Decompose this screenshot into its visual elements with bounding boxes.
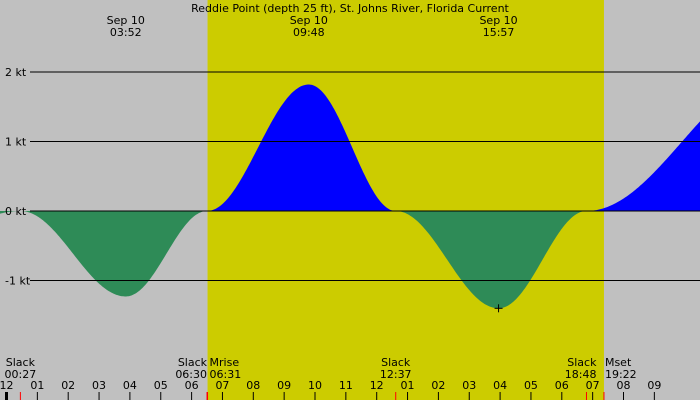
extreme-time-label: 09:48 [293, 26, 325, 39]
y-tick-label: -1 kt [5, 275, 31, 288]
ebb-current-area [0, 211, 700, 309]
event-time-label: 06:31 [210, 368, 242, 381]
event-name-label: Slack [567, 356, 597, 369]
gridlines [30, 71, 700, 281]
hour-label: 02 [431, 379, 445, 392]
hour-label: 12 [370, 379, 384, 392]
event-name-label: Slack [178, 356, 208, 369]
midnight-marker [5, 392, 8, 400]
flood-current-area [0, 84, 700, 211]
event-name-label: Slack [6, 356, 36, 369]
y-tick-label: 2 kt [5, 66, 27, 79]
hour-label: 04 [123, 379, 137, 392]
hour-label: 09 [647, 379, 661, 392]
hour-label: 10 [308, 379, 322, 392]
hour-label: 02 [61, 379, 75, 392]
hour-label: 05 [154, 379, 168, 392]
hour-label: 11 [339, 379, 353, 392]
hour-label: 01 [30, 379, 44, 392]
event-time-label: 18:48 [565, 368, 597, 381]
hour-label: 08 [617, 379, 631, 392]
event-time-label: 12:37 [380, 368, 412, 381]
event-time-label: 06:30 [175, 368, 207, 381]
hour-label: 07 [586, 379, 600, 392]
hour-label: 06 [185, 379, 199, 392]
hour-label: 04 [493, 379, 507, 392]
extreme-time-label: 03:52 [110, 26, 142, 39]
time-axis: 1112010203040506070809101112010203040506… [0, 379, 661, 400]
event-name-label: Mrise [210, 356, 240, 369]
extreme-date-label: Sep 10 [479, 14, 517, 27]
event-name-label: Mset [605, 356, 632, 369]
y-axis-labels: 2 kt 1 kt 0 kt -1 kt [5, 66, 31, 288]
extreme-date-label: Sep 10 [107, 14, 145, 27]
hour-label: 12 [0, 379, 14, 392]
extreme-time-label: 15:57 [483, 26, 515, 39]
extreme-date-label: Sep 10 [290, 14, 328, 27]
hour-label: 05 [524, 379, 538, 392]
hour-label: 03 [462, 379, 476, 392]
hour-label: 06 [555, 379, 569, 392]
hour-label: 03 [92, 379, 106, 392]
event-time-label: 00:27 [5, 368, 37, 381]
y-tick-label: 0 kt [5, 205, 27, 218]
hour-label: 07 [215, 379, 229, 392]
chart-title: Reddie Point (depth 25 ft), St. Johns Ri… [191, 2, 509, 15]
hour-label: 09 [277, 379, 291, 392]
y-tick-label: 1 kt [5, 136, 27, 149]
hour-label: 08 [246, 379, 260, 392]
event-time-label: 19:22 [605, 368, 637, 381]
event-name-label: Slack [381, 356, 411, 369]
event-labels: Slack00:27Slack06:30Mrise06:31Slack12:37… [5, 356, 637, 400]
min-current-marker [494, 304, 503, 313]
hour-label: 01 [401, 379, 415, 392]
